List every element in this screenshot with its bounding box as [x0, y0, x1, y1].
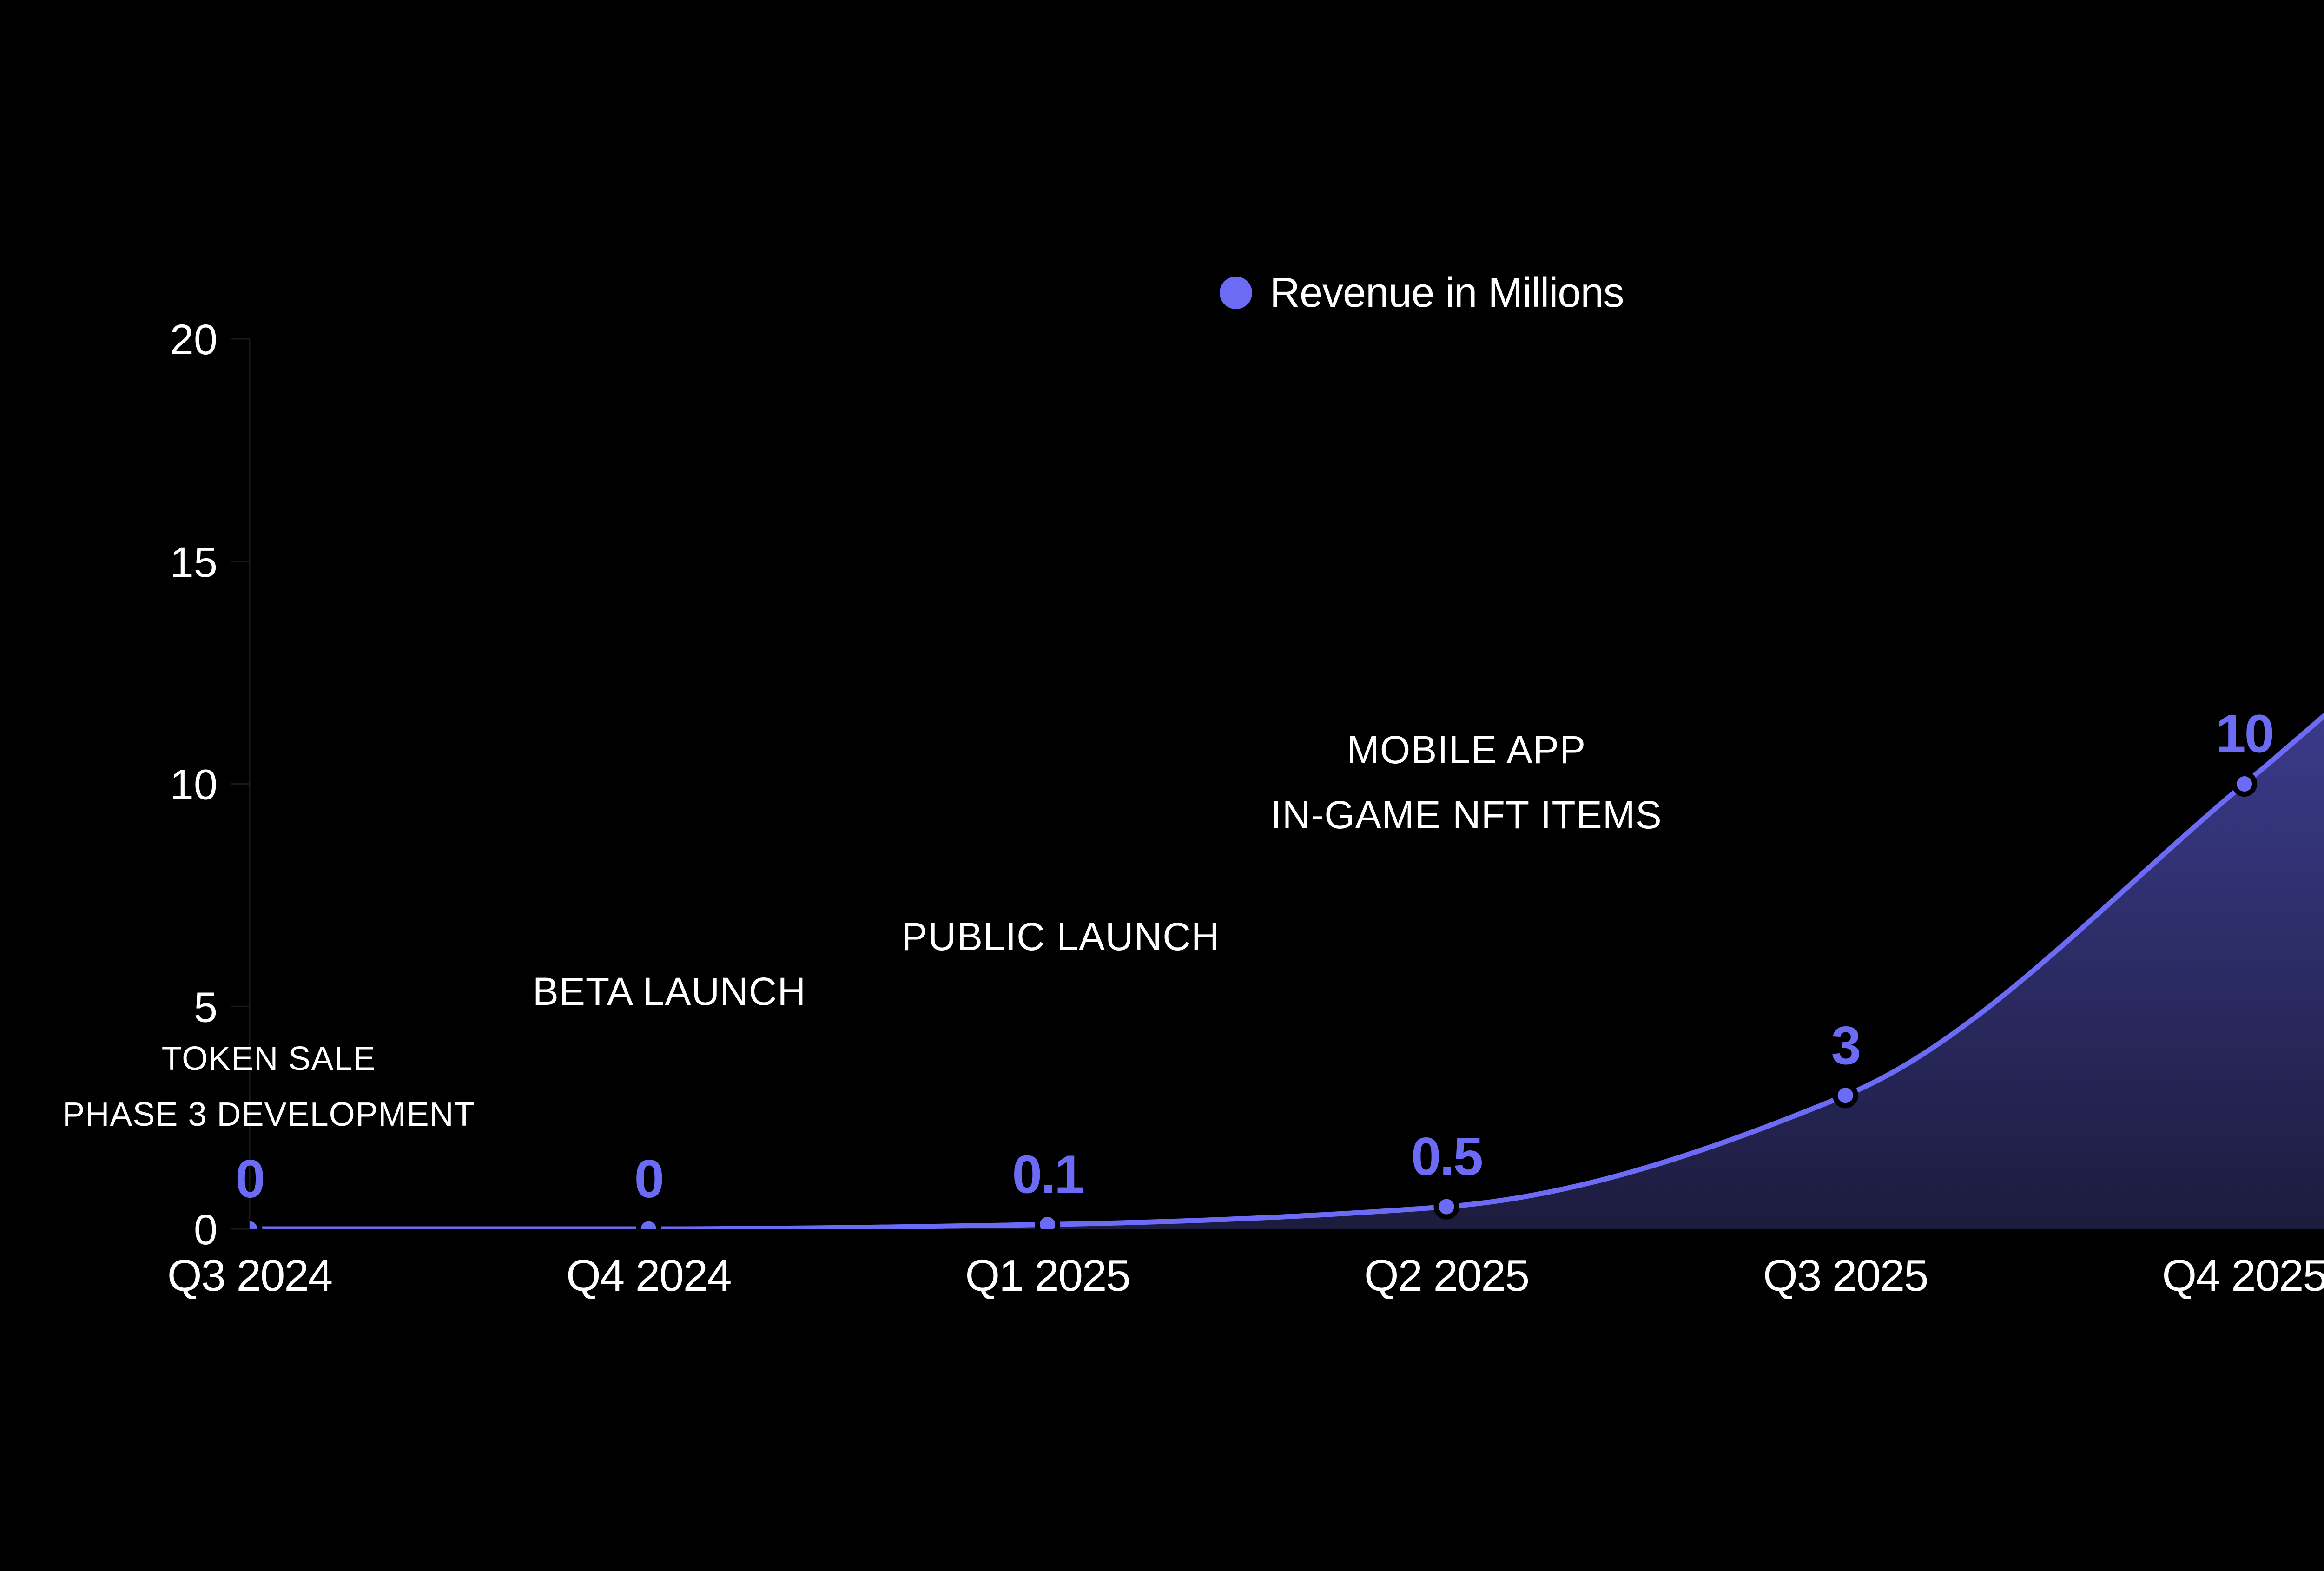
- data-value-label: 10: [2216, 704, 2273, 764]
- legend-label: Revenue in Millions: [1270, 269, 1624, 316]
- milestone-annotation: MOBILE APP: [1347, 728, 1586, 772]
- chart-legend[interactable]: Revenue in Millions: [1220, 265, 1624, 321]
- y-axis: 0 5 10 15 20: [170, 316, 251, 1254]
- data-point-marker[interactable]: [1433, 1194, 1459, 1220]
- x-tick-label: Q2 2025: [1364, 1251, 1529, 1300]
- y-tick-label: 10: [170, 761, 218, 809]
- milestone-annotations: TOKEN SALE PHASE 3 DEVELOPMENT BETA LAUNCH…: [62, 728, 1662, 1133]
- data-point-marker[interactable]: [1832, 1083, 1858, 1109]
- data-point-marker[interactable]: [1035, 1211, 1061, 1234]
- milestone-annotation: BETA LAUNCH: [533, 970, 806, 1013]
- y-tick-label: 15: [170, 539, 218, 586]
- y-tick-label: 5: [194, 984, 218, 1031]
- data-markers: [239, 771, 2258, 1239]
- data-value-label: 0.5: [1411, 1126, 1482, 1187]
- x-tick-label: Q1 2025: [965, 1251, 1130, 1300]
- milestone-annotation: PHASE 3 DEVELOPMENT: [62, 1096, 475, 1133]
- data-point-marker[interactable]: [2232, 771, 2258, 797]
- data-value-label: 0.1: [1012, 1144, 1083, 1204]
- milestone-annotation: PUBLIC LAUNCH: [901, 915, 1220, 958]
- x-tick-label: Q3 2025: [1763, 1251, 1928, 1300]
- data-point-marker[interactable]: [239, 1216, 263, 1239]
- data-labels: 000.10.531018: [235, 704, 2274, 1209]
- milestone-annotation: IN-GAME NFT ITEMS: [1271, 793, 1662, 837]
- y-tick-label: 20: [170, 316, 218, 363]
- x-tick-label: Q3 2024: [167, 1251, 332, 1300]
- data-value-label: 0: [235, 1149, 264, 1209]
- legend-marker-icon: [1220, 277, 1252, 309]
- x-tick-label: Q4 2025: [2162, 1251, 2324, 1300]
- data-value-label: 0: [634, 1149, 663, 1209]
- x-tick-label: Q4 2024: [566, 1251, 731, 1300]
- y-tick-label: 0: [194, 1206, 218, 1254]
- x-axis: Q3 2024 Q4 2024 Q1 2025 Q2 2025 Q3 2025 Q4 20…: [167, 1251, 2324, 1300]
- revenue-area: [250, 716, 2324, 1229]
- milestone-annotation: TOKEN SALE: [162, 1040, 376, 1077]
- plot-area: [239, 712, 2324, 1239]
- data-value-label: 3: [1831, 1015, 1860, 1076]
- data-point-marker[interactable]: [635, 1216, 661, 1239]
